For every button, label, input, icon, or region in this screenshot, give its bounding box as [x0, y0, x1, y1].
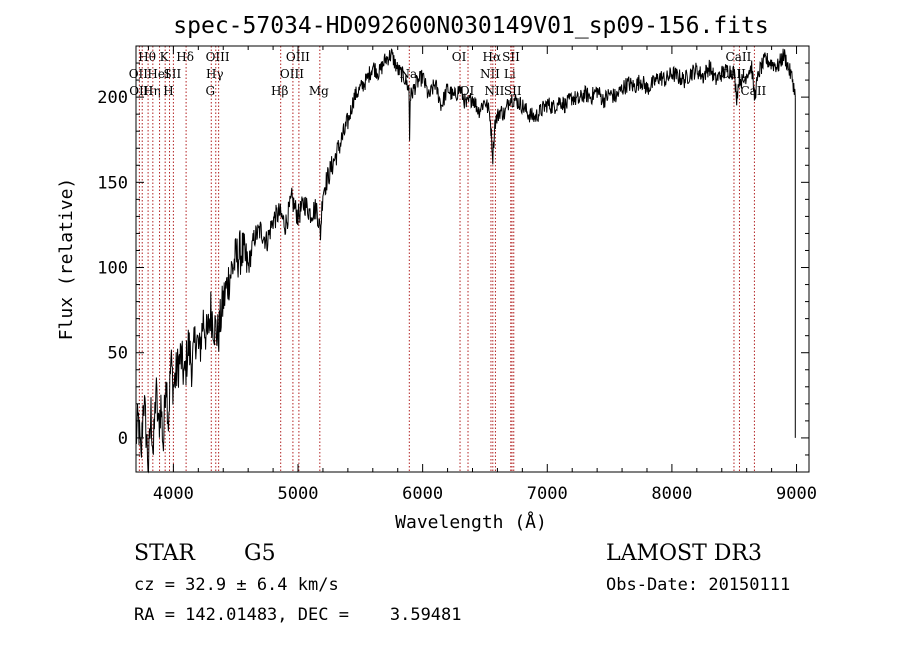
line-marker-label: G — [205, 84, 215, 98]
line-marker-label: SII — [504, 84, 522, 98]
line-marker-label: K — [160, 50, 170, 64]
line-marker-label: SII — [502, 50, 520, 64]
line-marker-label: NII — [484, 84, 504, 98]
line-marker-label: OIII — [280, 67, 304, 81]
line-marker-label: H — [163, 84, 173, 98]
x-tick-label: 6000 — [402, 484, 443, 504]
x-tick-label: 5000 — [278, 484, 319, 504]
y-tick-label: 200 — [97, 88, 128, 108]
flux-series-line — [135, 48, 796, 474]
line-marker-label: SII — [164, 67, 182, 81]
survey-name: LAMOST DR3 — [606, 541, 762, 566]
chart-title: spec-57034-HD092600N030149V01_sp09-156.f… — [173, 13, 768, 39]
y-tick-label: 100 — [97, 259, 128, 279]
y-axis-label: Flux (relative) — [56, 178, 77, 341]
line-marker-label: Hδ — [176, 50, 194, 64]
x-tick-label: 8000 — [651, 484, 692, 504]
line-marker-label: Hθ — [138, 50, 156, 64]
line-marker-label: HeI — [147, 67, 170, 81]
coordinates-text: RA = 142.01483, DEC = 3.59481 — [134, 605, 462, 625]
line-marker-label: Hα — [483, 50, 502, 64]
line-marker-label: OIII — [206, 50, 230, 64]
series-layer — [135, 48, 796, 474]
x-axis-label: Wavelength (Å) — [395, 511, 547, 533]
line-marker-label: Mg — [309, 84, 329, 98]
object-class: STAR — [134, 541, 196, 566]
obs-date-text: Obs-Date: 20150111 — [606, 575, 790, 595]
line-marker-label: Na — [399, 67, 417, 81]
line-marker-label: Hβ — [271, 84, 288, 98]
line-markers: OII OIII Hθ Hη HeI K H SII Hδ G Hγ OIII Hβ OIII OIII Mg… — [129, 46, 767, 472]
line-marker-label: OIII — [286, 50, 310, 64]
object-subclass: G5 — [244, 541, 276, 566]
line-marker-label: NII — [480, 67, 500, 81]
y-tick-label: 0 — [118, 429, 128, 449]
y-tick-label: 150 — [97, 173, 128, 193]
line-marker-label: Hγ — [206, 67, 224, 81]
axes: 4000 5000 6000 7000 8000 9000 0 50 100 150 200 — [97, 46, 817, 504]
x-tick-label: 4000 — [153, 484, 194, 504]
x-tick-label: 9000 — [776, 484, 817, 504]
line-marker-label: CaII — [726, 50, 752, 64]
x-tick-label: 7000 — [527, 484, 568, 504]
line-marker-label: Li — [504, 67, 516, 81]
y-tick-label: 50 — [108, 344, 128, 364]
line-marker-label: OI — [452, 50, 467, 64]
line-marker-label: Hη — [143, 84, 161, 98]
line-marker-label: OIII — [129, 84, 153, 98]
redshift-text: cz = 32.9 ± 6.4 km/s — [134, 575, 339, 595]
line-marker-label: OII — [129, 67, 149, 81]
